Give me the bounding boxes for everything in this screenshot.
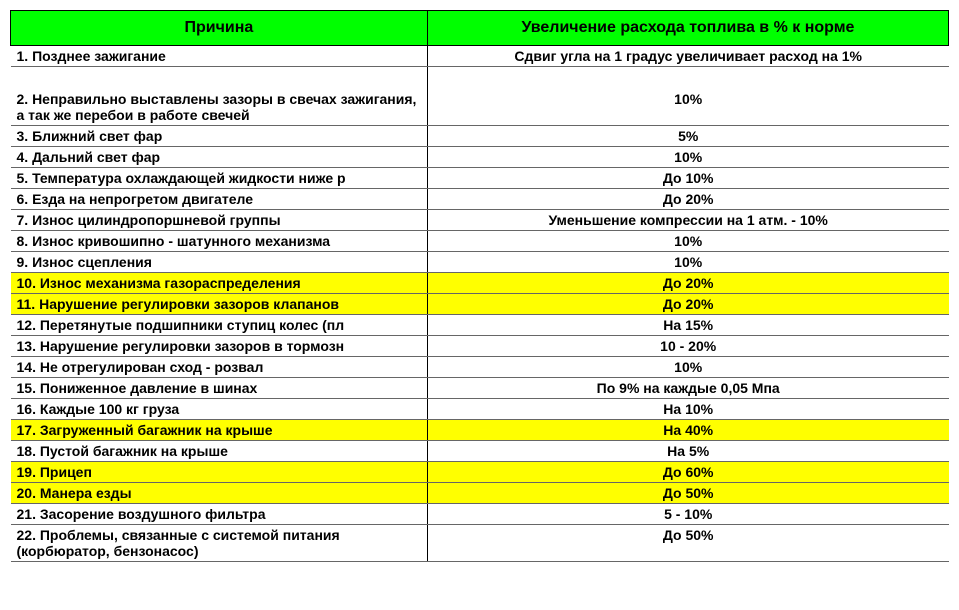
table-row: 17. Загруженный багажник на крышеНа 40% [11, 420, 949, 441]
cell-value: На 5% [427, 441, 948, 462]
cell-value: До 60% [427, 462, 948, 483]
cell-cause: 20. Манера езды [11, 483, 428, 504]
cell-cause: 7. Износ цилиндропоршневой группы [11, 210, 428, 231]
table-row: 8. Износ кривошипно - шатунного механизм… [11, 231, 949, 252]
cell-cause: 17. Загруженный багажник на крыше [11, 420, 428, 441]
cell-value: 10 - 20% [427, 336, 948, 357]
cell-cause: 16. Каждые 100 кг груза [11, 399, 428, 420]
cell-value: По 9% на каждые 0,05 Мпа [427, 378, 948, 399]
cell-cause: 3. Ближний свет фар [11, 126, 428, 147]
cell-cause: 9. Износ сцепления [11, 252, 428, 273]
cell-value: До 20% [427, 189, 948, 210]
table-row: 20. Манера ездыДо 50% [11, 483, 949, 504]
cell-value: До 20% [427, 294, 948, 315]
cell-value: Сдвиг угла на 1 градус увеличивает расхо… [427, 46, 948, 67]
table-row: 18. Пустой багажник на крышеНа 5% [11, 441, 949, 462]
table-row: 3. Ближний свет фар5% [11, 126, 949, 147]
table-row: 4. Дальний свет фар10% [11, 147, 949, 168]
cell-cause: 2. Неправильно выставлены зазоры в свеча… [11, 89, 428, 126]
table-row: 15. Пониженное давление в шинахПо 9% на … [11, 378, 949, 399]
cell-cause: 8. Износ кривошипно - шатунного механизм… [11, 231, 428, 252]
cell-value: На 10% [427, 399, 948, 420]
cell-value: Уменьшение компрессии на 1 атм. - 10% [427, 210, 948, 231]
cell-value: 5% [427, 126, 948, 147]
cell-value: До 20% [427, 273, 948, 294]
cell-cause: 12. Перетянутые подшипники ступиц колес … [11, 315, 428, 336]
fuel-consumption-table: Причина Увеличение расхода топлива в % к… [10, 10, 949, 562]
table-row: 10. Износ механизма газораспределенияДо … [11, 273, 949, 294]
cell-cause: 21. Засорение воздушного фильтра [11, 504, 428, 525]
table-row: 1. Позднее зажиганиеСдвиг угла на 1 град… [11, 46, 949, 67]
cell-value: 10% [427, 252, 948, 273]
table-row: 6. Езда на непрогретом двигателеДо 20% [11, 189, 949, 210]
cell-cause: 6. Езда на непрогретом двигателе [11, 189, 428, 210]
cell-value: 10% [427, 89, 948, 126]
cell-cause: 14. Не отрегулирован сход - розвал [11, 357, 428, 378]
cell-cause: 10. Износ механизма газораспределения [11, 273, 428, 294]
table-row: 21. Засорение воздушного фильтра5 - 10% [11, 504, 949, 525]
cell-cause: 11. Нарушение регулировки зазоров клапан… [11, 294, 428, 315]
table-row: 19. ПрицепДо 60% [11, 462, 949, 483]
cell-value: 10% [427, 147, 948, 168]
table-row: 16. Каждые 100 кг грузаНа 10% [11, 399, 949, 420]
cell-cause: 15. Пониженное давление в шинах [11, 378, 428, 399]
cell-cause: 22. Проблемы, связанные с системой питан… [11, 525, 428, 562]
table-row: 13. Нарушение регулировки зазоров в торм… [11, 336, 949, 357]
table-row: 11. Нарушение регулировки зазоров клапан… [11, 294, 949, 315]
cell-value: На 40% [427, 420, 948, 441]
table-row: 9. Износ сцепления10% [11, 252, 949, 273]
cell-cause: 13. Нарушение регулировки зазоров в торм… [11, 336, 428, 357]
cell-cause: 18. Пустой багажник на крыше [11, 441, 428, 462]
table-row: 22. Проблемы, связанные с системой питан… [11, 525, 949, 562]
table-row: 5. Температура охлаждающей жидкости ниже… [11, 168, 949, 189]
cell-cause: 1. Позднее зажигание [11, 46, 428, 67]
spacer-row [11, 67, 949, 90]
table-row: 12. Перетянутые подшипники ступиц колес … [11, 315, 949, 336]
cell-value: 5 - 10% [427, 504, 948, 525]
cell-value: До 50% [427, 525, 948, 562]
table-row: 2. Неправильно выставлены зазоры в свеча… [11, 89, 949, 126]
header-cause: Причина [11, 11, 428, 46]
cell-value: 10% [427, 231, 948, 252]
cell-cause: 5. Температура охлаждающей жидкости ниже… [11, 168, 428, 189]
cell-value: До 10% [427, 168, 948, 189]
header-value: Увеличение расхода топлива в % к норме [427, 11, 948, 46]
table-row: 7. Износ цилиндропоршневой группыУменьше… [11, 210, 949, 231]
cell-cause: 19. Прицеп [11, 462, 428, 483]
cell-cause: 4. Дальний свет фар [11, 147, 428, 168]
table-row: 14. Не отрегулирован сход - розвал10% [11, 357, 949, 378]
table-header-row: Причина Увеличение расхода топлива в % к… [11, 11, 949, 46]
cell-value: До 50% [427, 483, 948, 504]
cell-value: На 15% [427, 315, 948, 336]
cell-value: 10% [427, 357, 948, 378]
